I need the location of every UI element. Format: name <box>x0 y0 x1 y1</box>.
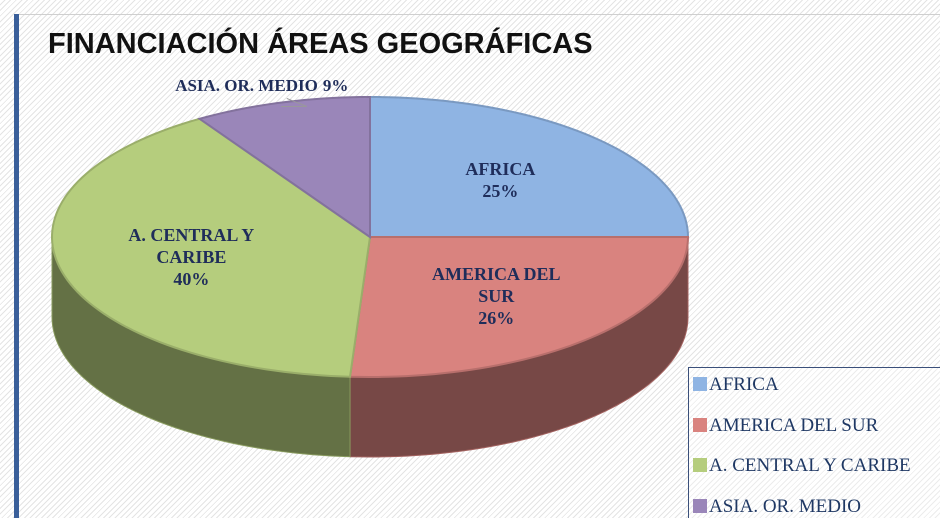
slice <box>348 236 690 378</box>
data-label-value: 9% <box>322 76 349 96</box>
data-label: AFRICA 25% <box>425 158 575 202</box>
legend-item: ASIA. OR. MEDIO <box>693 496 861 518</box>
slice <box>197 95 371 239</box>
data-label-category: A. CENTRAL Y CARIBE <box>128 225 255 268</box>
legend-swatch <box>693 377 707 391</box>
data-label: A. CENTRAL Y CARIBE 40% <box>116 224 266 290</box>
data-label-category: AFRICA <box>465 158 536 179</box>
data-label: ASIA. OR. MEDIO 9% <box>175 75 348 97</box>
slice <box>51 117 372 378</box>
data-label-category: AMERICA DEL SUR <box>431 264 561 307</box>
frame-top <box>14 14 940 15</box>
legend-label: AMERICA DEL SUR <box>709 414 879 436</box>
slice <box>369 95 690 238</box>
data-label-value: 26% <box>478 308 515 329</box>
legend: AFRICA AMERICA DEL SUR A. CENTRAL Y CARIBE… <box>688 367 940 518</box>
legend-swatch <box>693 498 707 513</box>
data-label-value: 25% <box>482 180 519 201</box>
chart-title: FINANCIACIÓN ÁREAS GEOGRÁFICAS <box>48 28 593 60</box>
legend-swatch <box>693 417 707 432</box>
legend-label: A. CENTRAL Y CARIBE <box>709 455 911 476</box>
legend-label: ASIA. OR. MEDIO <box>709 495 861 517</box>
legend-swatch <box>693 458 707 472</box>
legend-item: A. CENTRAL Y CARIBE <box>693 455 911 477</box>
legend-item: AMERICA DEL SUR <box>693 415 878 437</box>
frame-left <box>14 14 19 518</box>
legend-label: AFRICA <box>709 374 779 395</box>
legend-item: AFRICA <box>693 374 779 396</box>
data-label-value: 40% <box>173 269 210 290</box>
data-label-category: ASIA. OR. MEDIO <box>175 76 318 96</box>
data-label: AMERICA DEL SUR 26% <box>421 263 571 329</box>
leader-line <box>281 97 307 108</box>
